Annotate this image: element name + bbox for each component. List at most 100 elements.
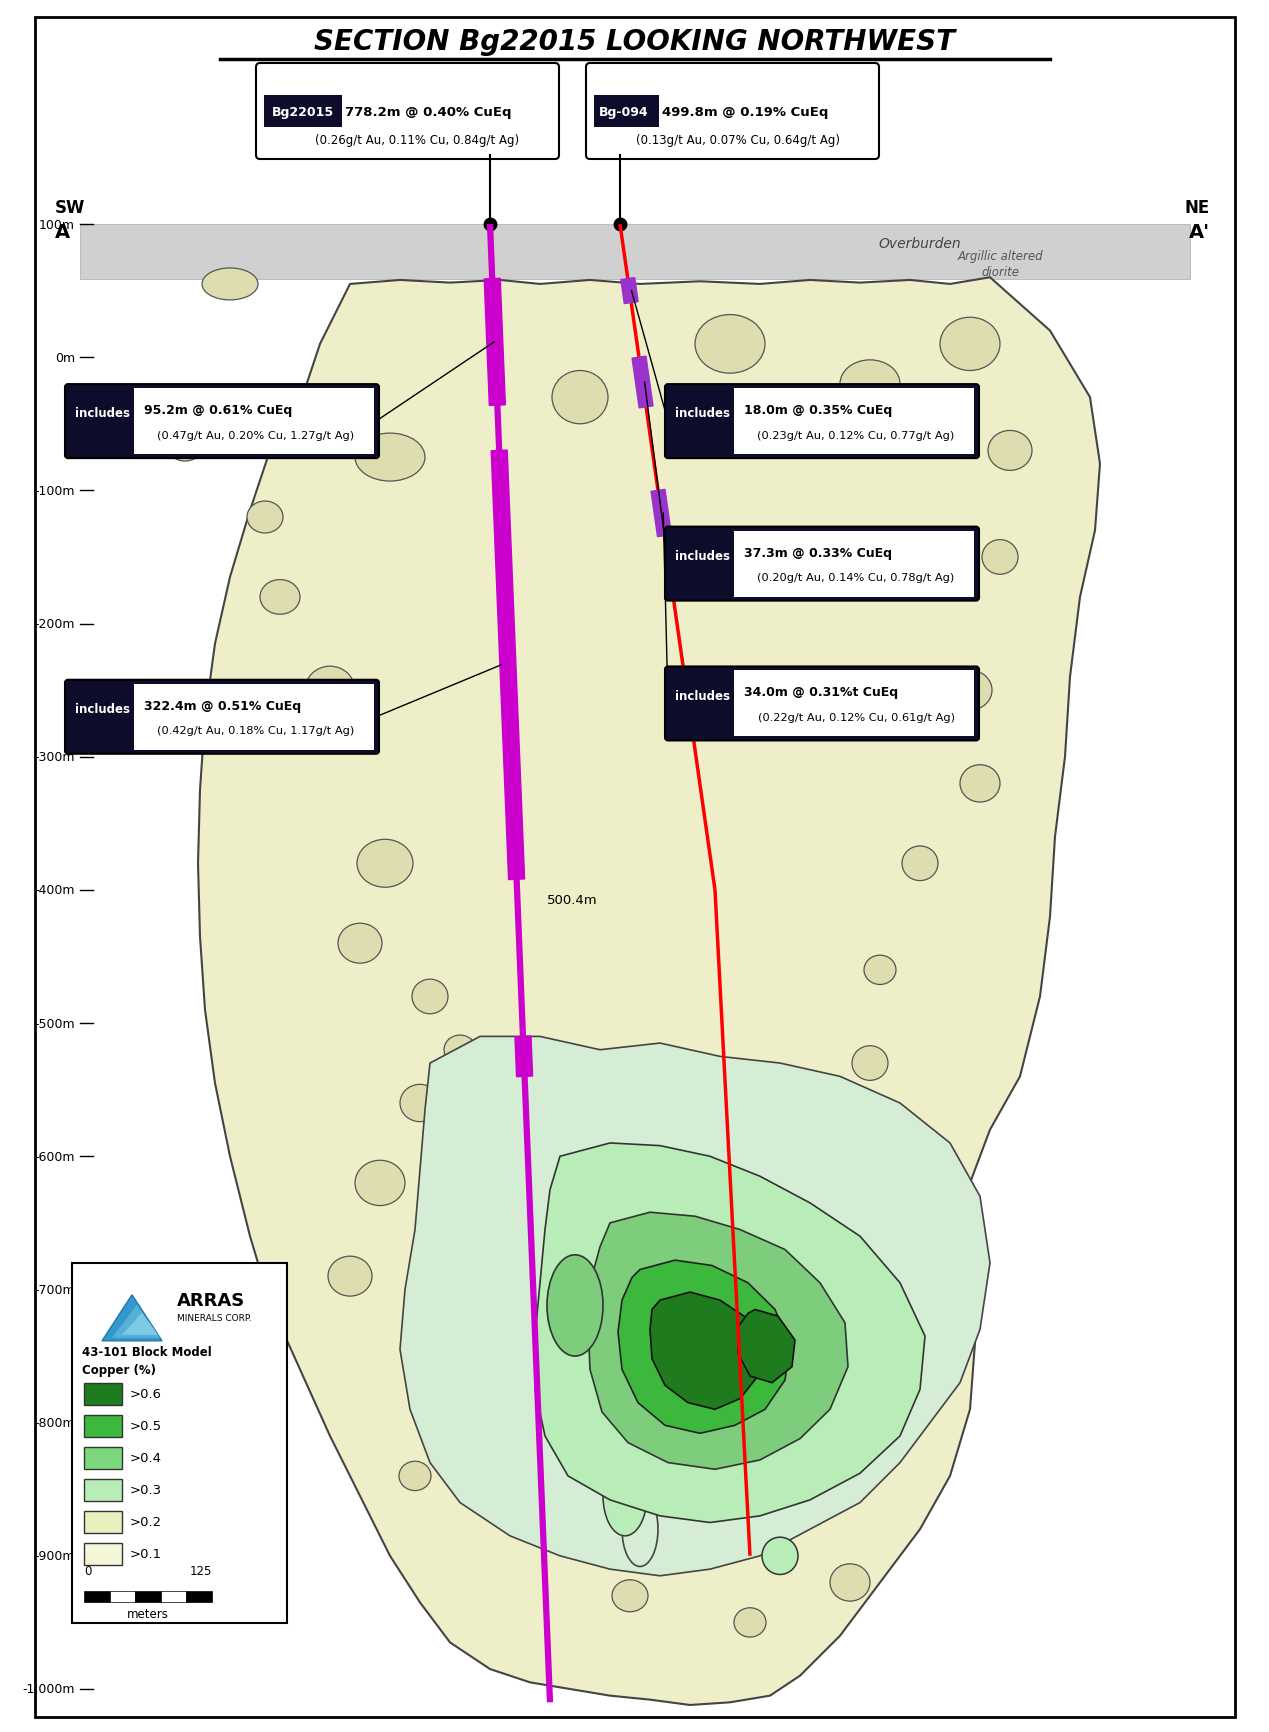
Text: 18.0m @ 0.35% CuEq: 18.0m @ 0.35% CuEq: [744, 404, 892, 417]
Text: (0.26g/t Au, 0.11% Cu, 0.84g/t Ag): (0.26g/t Au, 0.11% Cu, 0.84g/t Ag): [316, 133, 519, 147]
Polygon shape: [536, 1143, 925, 1522]
Text: (0.47g/t Au, 0.20% Cu, 1.27g/t Ag): (0.47g/t Au, 0.20% Cu, 1.27g/t Ag): [157, 431, 354, 440]
Text: -800m: -800m: [34, 1417, 75, 1429]
FancyBboxPatch shape: [65, 681, 379, 755]
Text: Copper (%): Copper (%): [82, 1363, 156, 1375]
Text: SECTION Bg22015 LOOKING NORTHWEST: SECTION Bg22015 LOOKING NORTHWEST: [313, 28, 954, 55]
Polygon shape: [491, 450, 524, 880]
Polygon shape: [198, 279, 1100, 1704]
Text: 95.2m @ 0.61% CuEq: 95.2m @ 0.61% CuEq: [143, 404, 292, 417]
Text: 125: 125: [189, 1564, 212, 1576]
Text: 322.4m @ 0.51% CuEq: 322.4m @ 0.51% CuEq: [143, 700, 301, 712]
Text: (0.23g/t Au, 0.12% Cu, 0.77g/t Ag): (0.23g/t Au, 0.12% Cu, 0.77g/t Ag): [758, 431, 954, 440]
Ellipse shape: [338, 923, 382, 963]
Text: 499.8m @ 0.19% CuEq: 499.8m @ 0.19% CuEq: [662, 106, 829, 118]
Bar: [84, 1479, 122, 1502]
Text: -700m: -700m: [34, 1283, 75, 1296]
Bar: [84, 1384, 122, 1405]
Text: 100m: 100m: [39, 218, 75, 232]
Polygon shape: [485, 279, 505, 407]
Ellipse shape: [830, 1564, 871, 1600]
Polygon shape: [650, 1292, 761, 1410]
Text: -200m: -200m: [34, 618, 75, 630]
Ellipse shape: [327, 1256, 372, 1296]
Polygon shape: [400, 1037, 990, 1576]
Text: Overburden: Overburden: [878, 237, 962, 251]
Text: (0.20g/t Au, 0.14% Cu, 0.78g/t Ag): (0.20g/t Au, 0.14% Cu, 0.78g/t Ag): [758, 573, 954, 584]
FancyBboxPatch shape: [665, 667, 978, 741]
Text: 778.2m @ 0.40% CuEq: 778.2m @ 0.40% CuEq: [345, 106, 511, 118]
Bar: [594, 95, 659, 128]
Text: -100m: -100m: [34, 485, 75, 497]
Ellipse shape: [552, 371, 608, 424]
Bar: [84, 1592, 109, 1602]
Ellipse shape: [603, 1457, 647, 1536]
FancyBboxPatch shape: [665, 385, 978, 459]
Text: MINERALS CORP.: MINERALS CORP.: [176, 1313, 251, 1322]
Ellipse shape: [840, 360, 900, 409]
Text: >0.1: >0.1: [129, 1547, 162, 1561]
Polygon shape: [739, 1309, 794, 1382]
Text: NE: NE: [1185, 199, 1211, 216]
FancyBboxPatch shape: [256, 64, 560, 159]
Ellipse shape: [398, 1462, 431, 1491]
Ellipse shape: [400, 1084, 440, 1122]
Text: >0.4: >0.4: [129, 1451, 162, 1465]
Text: includes: includes: [675, 407, 730, 421]
Bar: [187, 1592, 212, 1602]
Ellipse shape: [761, 1538, 798, 1574]
Text: 43-101 Block Model: 43-101 Block Model: [82, 1346, 212, 1358]
FancyBboxPatch shape: [586, 64, 879, 159]
Polygon shape: [122, 1313, 159, 1335]
Ellipse shape: [695, 315, 765, 374]
Bar: [84, 1415, 122, 1438]
Ellipse shape: [357, 840, 412, 889]
Bar: [109, 1592, 136, 1602]
Text: meters: meters: [127, 1607, 169, 1619]
Ellipse shape: [260, 580, 299, 615]
Text: -600m: -600m: [34, 1150, 75, 1164]
Bar: [161, 1592, 187, 1602]
Ellipse shape: [902, 847, 938, 882]
Ellipse shape: [948, 670, 992, 710]
Text: 500.4m: 500.4m: [547, 894, 598, 908]
Text: includes: includes: [675, 689, 730, 703]
Text: includes: includes: [675, 549, 730, 563]
Text: -400m: -400m: [34, 883, 75, 897]
Text: >0.2: >0.2: [129, 1516, 162, 1528]
Text: includes: includes: [75, 407, 129, 421]
Text: ARRAS: ARRAS: [176, 1290, 245, 1309]
Ellipse shape: [162, 414, 207, 462]
Ellipse shape: [733, 1607, 766, 1637]
Ellipse shape: [355, 1160, 405, 1205]
Text: (0.42g/t Au, 0.18% Cu, 1.17g/t Ag): (0.42g/t Au, 0.18% Cu, 1.17g/t Ag): [157, 726, 354, 736]
Ellipse shape: [961, 766, 1000, 802]
Text: >0.5: >0.5: [129, 1420, 162, 1432]
Ellipse shape: [851, 1046, 888, 1081]
Ellipse shape: [202, 268, 258, 301]
Polygon shape: [618, 1261, 791, 1434]
Text: Bg22015: Bg22015: [272, 106, 334, 118]
Text: Bg-094: Bg-094: [599, 106, 648, 118]
Ellipse shape: [472, 1379, 508, 1413]
Text: -300m: -300m: [34, 750, 75, 764]
Polygon shape: [112, 1306, 160, 1339]
FancyBboxPatch shape: [135, 390, 374, 456]
Polygon shape: [588, 1212, 848, 1469]
Text: A: A: [55, 222, 70, 241]
Bar: [84, 1446, 122, 1469]
Text: >0.6: >0.6: [129, 1387, 162, 1401]
Polygon shape: [621, 279, 638, 305]
Ellipse shape: [523, 1491, 557, 1541]
FancyBboxPatch shape: [65, 385, 379, 459]
Text: 0: 0: [84, 1564, 91, 1576]
Text: -900m: -900m: [34, 1550, 75, 1562]
Ellipse shape: [940, 319, 1000, 371]
Text: 37.3m @ 0.33% CuEq: 37.3m @ 0.33% CuEq: [744, 546, 892, 559]
Polygon shape: [632, 357, 654, 409]
Ellipse shape: [547, 1256, 603, 1356]
Bar: [264, 95, 343, 128]
FancyBboxPatch shape: [733, 670, 975, 738]
Text: (0.13g/t Au, 0.07% Cu, 0.64g/t Ag): (0.13g/t Au, 0.07% Cu, 0.64g/t Ag): [636, 133, 840, 147]
Bar: [84, 1510, 122, 1533]
